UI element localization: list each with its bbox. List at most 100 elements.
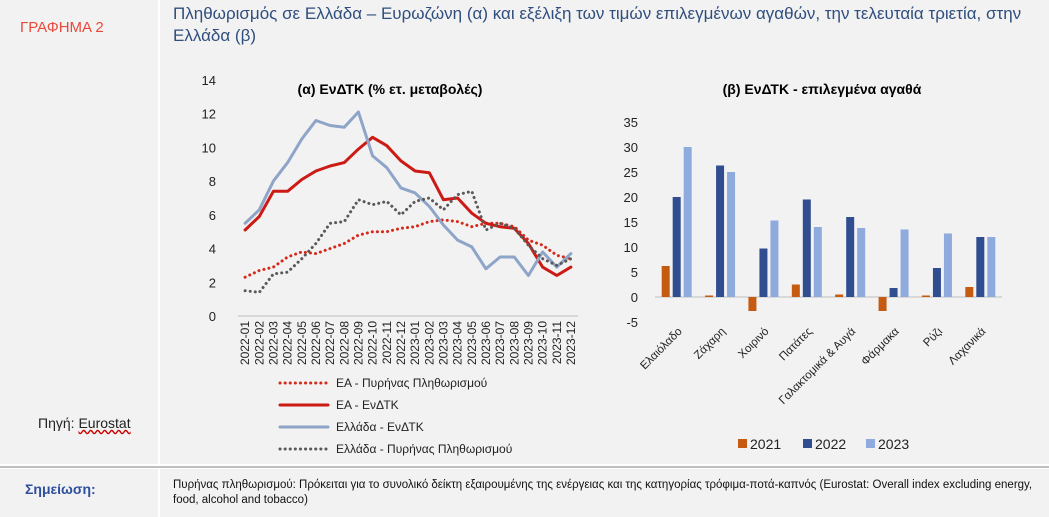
chart-a-xtick: 2023-11 — [550, 321, 564, 364]
charts-area: (α) ΕνΔΤΚ (% ετ. μεταβολές) 0 2 4 6 8 10 12 14 2… — [202, 73, 1002, 456]
chart-b-xtick: Φάρμακα — [859, 325, 902, 368]
chart-b-xtick: Χοιρινό — [736, 326, 771, 361]
chart-a-xtick: 2023-09 — [521, 321, 535, 365]
chart-b-bar — [976, 237, 985, 297]
chart-b-xtick: Ζάχαρη — [692, 326, 728, 362]
chart-a-ytick: 0 — [209, 309, 216, 324]
chart-b-bar — [683, 147, 692, 297]
chart-b-bar — [770, 220, 779, 297]
chart-a-xtick: 2023-05 — [465, 321, 479, 365]
chart-a-xtick: 2022-10 — [366, 321, 380, 365]
chart-b-legend-label: 2023 — [878, 436, 909, 452]
note-text: Πυρήνας πληθωρισμού: Πρόκειται για το συ… — [173, 479, 1033, 506]
chart-a-xtick: 2022-03 — [266, 321, 280, 365]
chart-b-ytick: 30 — [624, 140, 638, 155]
chart-a-legend-label: Ελλάδα - Πυρήνας Πληθωρισμού — [336, 442, 512, 456]
chart-a-legend-label: ΕΑ - Πυρήνας Πληθωρισμού — [336, 376, 487, 390]
chart-b-bar — [727, 172, 736, 297]
chart-a-ytick: 14 — [202, 73, 216, 88]
chart-b-bar — [716, 165, 725, 297]
chart-b-bar — [835, 294, 844, 297]
chart-b-xtick: Ελαιόλαδο — [638, 326, 684, 372]
chart-b-bar — [878, 297, 887, 311]
chart-a-xtick: 2022-02 — [252, 321, 266, 365]
divider — [0, 466, 1049, 468]
chart-b-ytick: -5 — [626, 315, 638, 330]
chart-b-legend-swatch — [803, 439, 812, 448]
chart-b-legend-swatch — [738, 439, 747, 448]
chart-a-series-line — [243, 110, 573, 277]
chart-b-bar — [900, 229, 909, 297]
figure-title: Πληθωρισμός σε Ελλάδα – Ευρωζώνη (α) και… — [173, 4, 1022, 45]
left-column — [0, 0, 158, 464]
chart-a-xtick: 2022-09 — [351, 321, 365, 365]
chart-a-xtick: 2023-01 — [408, 321, 422, 365]
chart-a-xtick: 2022-11 — [380, 321, 394, 364]
chart-a-ytick: 12 — [202, 107, 216, 122]
chart-a-xtick: 2023-02 — [422, 321, 436, 365]
chart-b-ytick: 20 — [624, 190, 638, 205]
chart-a-xtick: 2023-07 — [493, 321, 507, 365]
chart-b: (β) ΕνΔΤΚ - επιλεγμένα αγαθά -5051015202… — [624, 81, 1002, 452]
chart-b-bar — [921, 295, 930, 297]
note-label-box: Σημείωση: — [0, 469, 158, 517]
chart-b-bar — [813, 227, 822, 297]
chart-a-xtick: 2022-07 — [323, 321, 337, 365]
note-label: Σημείωση: — [25, 481, 96, 497]
chart-b-bar — [661, 266, 670, 297]
chart-a-ytick: 2 — [209, 275, 216, 290]
chart-a-ytick: 8 — [209, 174, 216, 189]
chart-b-legend-label: 2022 — [815, 436, 846, 452]
source-value: Eurostat — [78, 415, 131, 431]
chart-b-bar — [943, 233, 952, 297]
chart-a-xtick: 2022-01 — [238, 321, 252, 365]
chart-a-xtick: 2023-04 — [451, 321, 465, 365]
chart-a-legend-label: ΕΑ - ΕνΔΤΚ — [336, 398, 399, 412]
chart-b-ytick: 15 — [624, 215, 638, 230]
chart-b-bar — [672, 197, 681, 297]
chart-b-ytick: 35 — [624, 115, 638, 130]
chart-a-ytick: 4 — [209, 242, 216, 257]
chart-a-ytick: 10 — [202, 140, 216, 155]
chart-b-bar — [965, 287, 974, 297]
chart-b-bar — [857, 228, 866, 297]
chart-b-bar — [932, 268, 941, 297]
chart-b-xtick: Γαλακτομικά & Αυγά — [777, 325, 859, 407]
chart-b-bar — [846, 217, 855, 297]
chart-a-legend-label: Ελλάδα - ΕνΔΤΚ — [336, 420, 424, 434]
chart-b-ytick: 10 — [624, 240, 638, 255]
chart-b-bar — [987, 237, 996, 297]
chart-a: (α) ΕνΔΤΚ (% ετ. μεταβολές) 0 2 4 6 8 10 12 14 2… — [202, 73, 578, 456]
source-label: Πηγή: — [38, 415, 75, 431]
chart-b-ytick: 5 — [631, 265, 638, 280]
chart-b-legend-swatch — [866, 439, 875, 448]
chart-a-xtick: 2023-03 — [436, 321, 450, 365]
chart-b-bar — [889, 288, 898, 297]
chart-b-ytick: 0 — [631, 290, 638, 305]
chart-a-title: (α) ΕνΔΤΚ (% ετ. μεταβολές) — [298, 81, 483, 97]
chart-a-xtick: 2022-08 — [337, 321, 351, 365]
chart-a-xtick: 2023-06 — [479, 321, 493, 365]
chart-a-series-line — [243, 135, 573, 277]
chart-a-xtick: 2022-04 — [281, 321, 295, 365]
chart-a-xtick: 2023-12 — [564, 321, 578, 365]
chart-a-xtick: 2023-08 — [507, 321, 521, 365]
chart-a-ytick: 6 — [209, 208, 216, 223]
chart-b-bar — [802, 199, 811, 297]
chart-a-xtick: 2022-05 — [295, 321, 309, 365]
chart-b-bar — [791, 284, 800, 297]
chart-b-title: (β) ΕνΔΤΚ - επιλεγμένα αγαθά — [723, 81, 922, 97]
chart-b-xtick: Ρύζι — [921, 325, 945, 349]
chart-b-legend-label: 2021 — [750, 436, 781, 452]
chart-b-xtick: Λαχανικά — [947, 325, 989, 367]
chart-b-ytick: 25 — [624, 165, 638, 180]
source-line: Πηγή: Eurostat — [38, 415, 131, 431]
chart-a-series-line — [243, 189, 573, 294]
chart-a-xtick: 2022-12 — [394, 321, 408, 365]
chart-a-xtick: 2022-06 — [309, 321, 323, 365]
chart-b-bar — [748, 297, 757, 311]
chart-b-xtick: Πατάτες — [777, 325, 815, 363]
note-box: Πυρήνας πληθωρισμού: Πρόκειται για το συ… — [160, 469, 1049, 517]
chart-b-bar — [705, 295, 714, 297]
chart-b-bar — [759, 248, 768, 297]
